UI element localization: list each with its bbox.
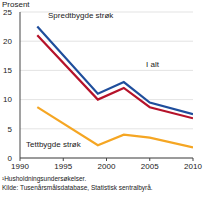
svg-text:5: 5 <box>8 125 13 134</box>
html-text:¹Husholdningsundersøkelser.: ¹Husholdningsundersøkelser. <box>2 175 87 182</box>
html-text:Tettbygde strøk: Tettbygde strøk <box>26 140 81 149</box>
svg-text:2010: 2010 <box>184 162 199 171</box>
svg-text:0: 0 <box>8 154 13 163</box>
svg-text:10: 10 <box>8 95 13 104</box>
html-text:Prosent: Prosent <box>2 0 30 9</box>
svg-text:2005: 2005 <box>141 162 159 171</box>
svg-text:25: 25 <box>8 8 13 17</box>
html-text:I alt: I alt <box>146 60 159 69</box>
svg-text:1995: 1995 <box>54 162 72 171</box>
html-text:Kilde: Tusenårsmålsdatabase, S: Kilde: Tusenårsmålsdatabase, Statistisk … <box>2 184 153 191</box>
svg-text:1990: 1990 <box>11 162 29 171</box>
svg-text:20: 20 <box>8 37 13 46</box>
svg-text:2000: 2000 <box>98 162 116 171</box>
html-text:Spredtbygde strøk: Spredtbygde strøk <box>48 11 114 20</box>
svg-text:15: 15 <box>8 66 13 75</box>
